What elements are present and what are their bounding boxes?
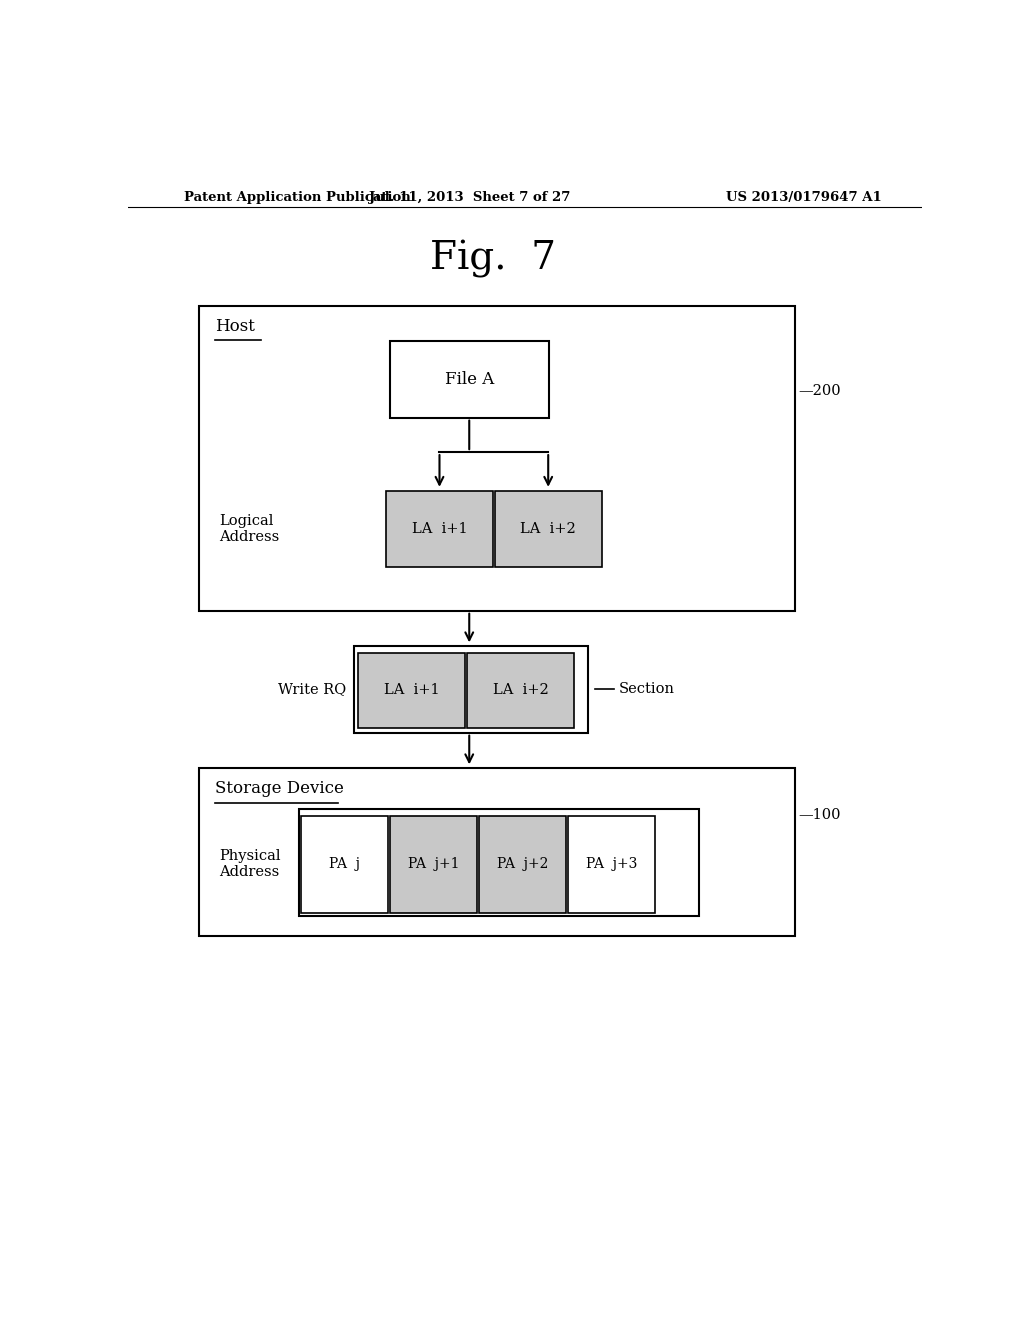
Text: Storage Device: Storage Device (215, 780, 344, 797)
Bar (495, 491, 602, 568)
Text: Physical
Address: Physical Address (219, 849, 281, 879)
Bar (200, 768, 795, 936)
Text: Host: Host (215, 318, 255, 335)
Text: File A: File A (444, 371, 494, 388)
Text: PA  j+3: PA j+3 (586, 857, 637, 871)
Bar (567, 816, 655, 912)
Text: —100: —100 (799, 808, 841, 822)
Text: LA  i+1: LA i+1 (412, 521, 467, 536)
Text: Patent Application Publication: Patent Application Publication (183, 191, 411, 203)
Text: —200: —200 (799, 384, 842, 399)
Bar (386, 491, 494, 568)
Bar (390, 816, 477, 912)
Bar (301, 816, 388, 912)
Text: LA  i+1: LA i+1 (384, 684, 439, 697)
Bar (200, 306, 795, 611)
Text: Logical
Address: Logical Address (219, 513, 280, 544)
Text: US 2013/0179647 A1: US 2013/0179647 A1 (726, 191, 882, 203)
Bar (390, 342, 549, 417)
Text: PA  j+2: PA j+2 (497, 857, 548, 871)
Bar (479, 816, 566, 912)
Bar (467, 653, 574, 727)
Bar (358, 653, 465, 727)
Text: PA  j: PA j (329, 857, 360, 871)
Text: LA  i+2: LA i+2 (493, 684, 548, 697)
Text: PA  j+1: PA j+1 (408, 857, 460, 871)
Text: Section: Section (618, 682, 675, 697)
Bar (354, 647, 588, 733)
Text: LA  i+2: LA i+2 (520, 521, 577, 536)
Text: Write RQ: Write RQ (278, 682, 346, 697)
Text: Fig.  7: Fig. 7 (430, 240, 556, 277)
Text: Jul. 11, 2013  Sheet 7 of 27: Jul. 11, 2013 Sheet 7 of 27 (369, 191, 570, 203)
Bar (299, 809, 699, 916)
